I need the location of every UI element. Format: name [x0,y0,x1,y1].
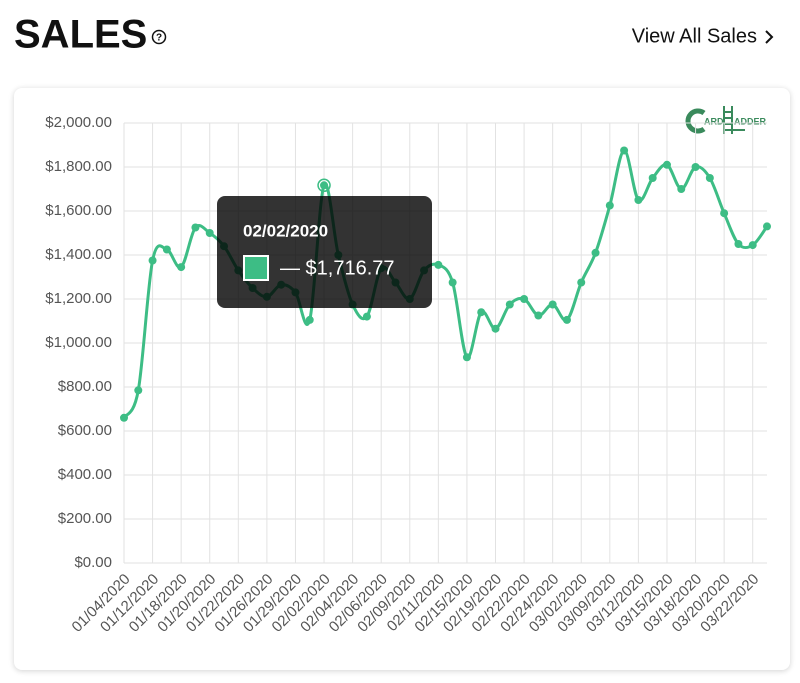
point [605,201,614,210]
point [134,386,143,395]
logo-c [685,108,706,134]
point [705,174,714,182]
logo-ladder [723,106,745,134]
point [662,160,671,169]
point [477,308,486,317]
logo-text: ADDER [734,116,767,126]
y-tick-label: $600.00 [58,422,112,439]
point [620,146,629,155]
point [720,209,729,218]
tooltip-value: — $1,716.77 [280,257,395,279]
point [677,185,686,193]
point [648,174,657,182]
point [634,196,643,204]
y-tick-label: $400.00 [58,466,112,483]
point [577,278,586,287]
help-text[interactable]: ? [156,33,162,44]
help-icon[interactable] [151,29,167,45]
tooltip-box [217,196,432,308]
point [505,300,514,309]
point [177,263,186,272]
y-tick-label: $200.00 [58,510,112,527]
point [162,245,171,254]
highlight-ring [317,178,331,193]
point [191,223,200,232]
point [562,315,571,324]
chevron-icon[interactable] [765,30,774,44]
point [591,248,600,257]
point [305,315,314,324]
y-tick-label: $1,800.00 [45,158,112,175]
chart-card [14,88,790,670]
y-tick-label: $1,000.00 [45,334,112,351]
logo: ARD ADDER [685,106,767,134]
point [448,278,457,287]
point [734,240,743,248]
tooltip: 02/02/2020 — $1,716.77 [217,196,432,308]
page-title: SALES [14,13,147,57]
point [205,229,214,237]
logo-text: ARD [704,116,724,126]
point [691,163,700,171]
point [520,295,529,303]
point [120,413,128,422]
y-tick-label: $800.00 [58,378,112,395]
point [534,311,543,320]
y-tick-label: $0.00 [74,554,112,571]
point [491,324,500,333]
tooltip-title: 02/02/2020 [243,221,328,240]
point [434,260,443,269]
point [548,300,557,309]
y-tick-label: $2,000.00 [45,114,112,131]
point [763,222,771,231]
point [748,241,757,250]
tooltip-swatch [243,255,269,281]
y-tick-label: $1,600.00 [45,202,112,219]
point [148,256,157,265]
y-tick-label: $1,200.00 [45,290,112,307]
point [320,181,329,190]
view-all-link[interactable]: View All Sales [632,25,757,47]
point [362,312,371,321]
point [462,353,471,362]
y-tick-label: $1,400.00 [45,246,112,263]
